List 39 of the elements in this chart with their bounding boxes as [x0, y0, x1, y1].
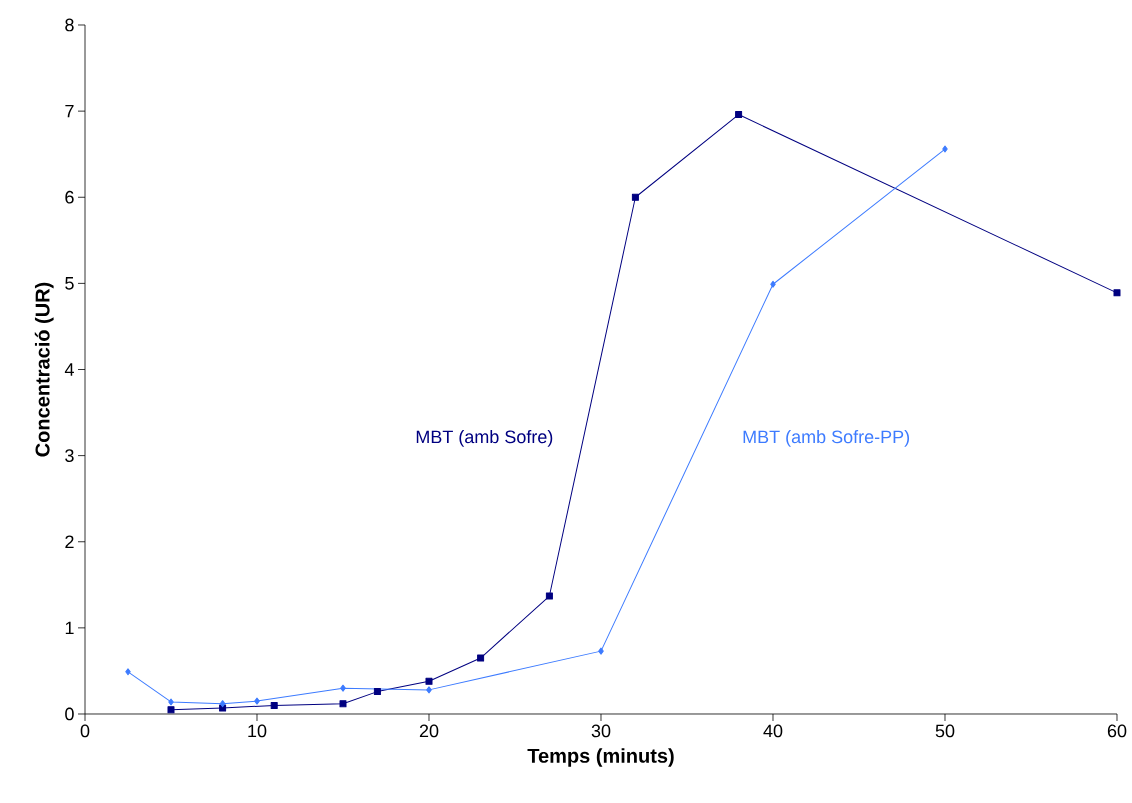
- x-tick-label: 50: [935, 724, 955, 738]
- y-tick-label: 8: [65, 18, 74, 32]
- y-tick-label: 4: [64, 363, 74, 376]
- point: [340, 684, 346, 692]
- point: [735, 111, 743, 119]
- x-tick-label: 20: [419, 724, 439, 738]
- y-tick-label: 2: [65, 535, 74, 549]
- point: [254, 697, 260, 705]
- y-axis-title: Concentració (UR): [34, 282, 54, 457]
- x-tick-label: 30: [591, 724, 611, 738]
- point: [631, 193, 639, 201]
- y-tick-label: 7: [65, 104, 74, 118]
- x-tick-label: 0: [80, 724, 90, 738]
- series-label: MBT (amb Sofre-PP): [743, 430, 910, 447]
- point: [770, 280, 776, 288]
- point: [425, 677, 433, 685]
- x-tick-label: 40: [763, 724, 783, 738]
- point: [167, 706, 175, 714]
- point: [373, 688, 381, 696]
- point: [219, 700, 226, 708]
- y-tick-label: 5: [65, 277, 74, 290]
- series-label: MBT (amb Sofre): [416, 430, 553, 447]
- point: [545, 592, 553, 600]
- y-tick-label: 6: [65, 190, 74, 204]
- point: [598, 647, 604, 655]
- y-tick-label: 3: [65, 449, 74, 462]
- x-tick-label: 60: [1107, 724, 1127, 738]
- point: [426, 686, 432, 694]
- point: [942, 145, 948, 153]
- point: [270, 701, 278, 709]
- point: [477, 654, 485, 662]
- x-tick-label: 10: [248, 724, 267, 738]
- point: [125, 668, 131, 676]
- x-axis-title: Temps (minuts): [527, 748, 674, 767]
- y-tick-label: 0: [65, 707, 74, 721]
- point: [1113, 289, 1121, 297]
- point: [339, 700, 347, 708]
- y-tick-label: 1: [65, 621, 74, 635]
- point: [168, 698, 174, 706]
